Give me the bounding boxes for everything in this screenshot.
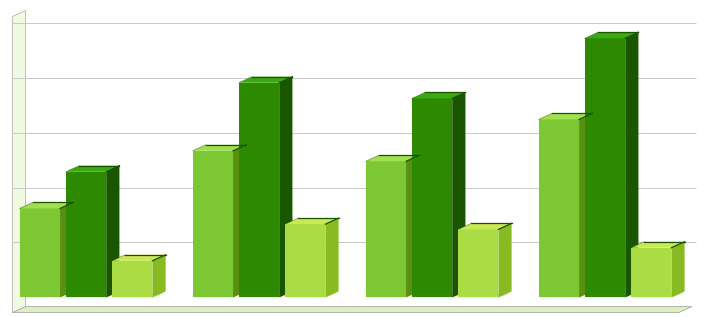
Polygon shape <box>20 209 60 297</box>
Polygon shape <box>239 293 292 297</box>
Polygon shape <box>579 113 593 297</box>
Polygon shape <box>193 151 233 297</box>
Polygon shape <box>366 155 419 161</box>
Polygon shape <box>60 202 73 297</box>
Polygon shape <box>112 261 152 297</box>
Polygon shape <box>585 38 625 297</box>
Polygon shape <box>193 293 246 297</box>
Polygon shape <box>112 255 166 261</box>
Polygon shape <box>458 230 498 297</box>
Polygon shape <box>193 145 246 151</box>
Polygon shape <box>671 242 685 297</box>
Polygon shape <box>539 293 593 297</box>
Polygon shape <box>12 10 25 313</box>
Polygon shape <box>458 293 512 297</box>
Polygon shape <box>66 166 120 172</box>
Polygon shape <box>285 218 338 224</box>
Polygon shape <box>366 161 406 297</box>
Polygon shape <box>498 223 512 297</box>
Polygon shape <box>279 77 292 297</box>
Polygon shape <box>285 293 338 297</box>
Polygon shape <box>20 293 73 297</box>
Polygon shape <box>239 77 292 83</box>
Polygon shape <box>412 293 465 297</box>
Polygon shape <box>66 172 106 297</box>
Polygon shape <box>458 223 512 230</box>
Polygon shape <box>406 155 419 297</box>
Polygon shape <box>239 83 279 297</box>
Polygon shape <box>631 293 685 297</box>
Polygon shape <box>625 32 639 297</box>
Polygon shape <box>366 293 419 297</box>
Polygon shape <box>66 293 120 297</box>
Polygon shape <box>539 113 593 120</box>
Polygon shape <box>20 202 73 209</box>
Polygon shape <box>539 120 579 297</box>
Polygon shape <box>152 255 166 297</box>
Polygon shape <box>585 293 639 297</box>
Polygon shape <box>412 99 452 297</box>
Polygon shape <box>452 93 465 297</box>
Polygon shape <box>233 145 246 297</box>
Polygon shape <box>112 293 166 297</box>
Polygon shape <box>12 307 692 313</box>
Polygon shape <box>631 242 685 248</box>
Polygon shape <box>631 248 671 297</box>
Polygon shape <box>326 218 338 297</box>
Polygon shape <box>285 224 326 297</box>
Polygon shape <box>412 93 465 99</box>
Polygon shape <box>585 32 639 38</box>
Polygon shape <box>106 166 120 297</box>
